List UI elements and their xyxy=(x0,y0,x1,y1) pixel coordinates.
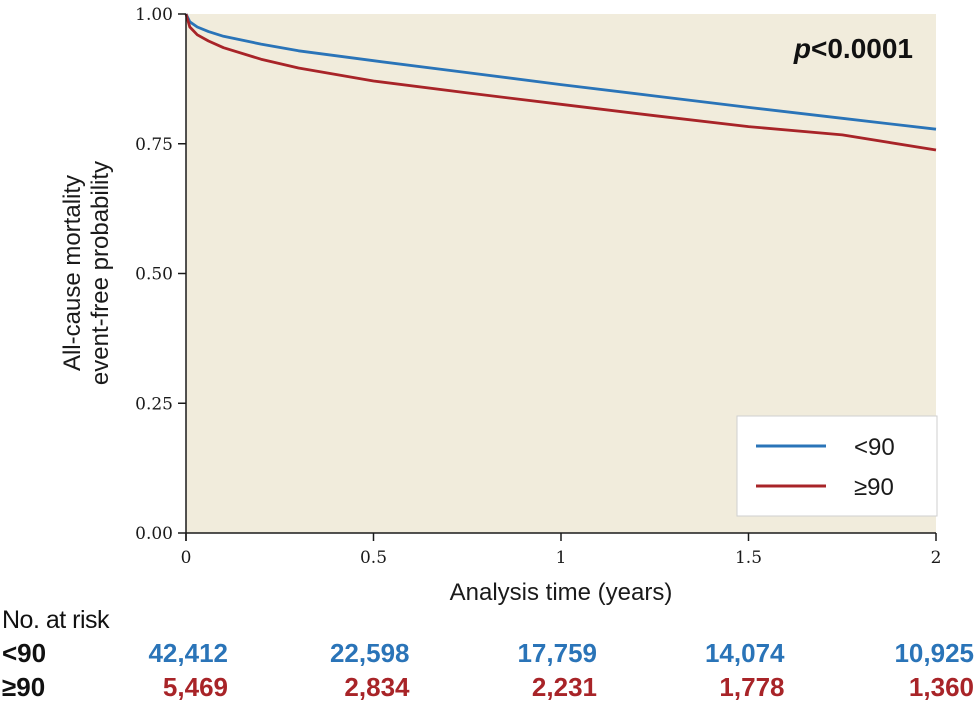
risk-values: 42,412 22,598 17,759 14,074 10,925 5,469 2,834… xyxy=(148,638,974,702)
y-tick-label: 1.00 xyxy=(135,5,173,25)
p-value-number: <0.0001 xyxy=(811,33,913,64)
y-tick-label: 0.25 xyxy=(135,394,173,414)
x-axis-title: Analysis time (years) xyxy=(450,579,673,606)
y-tick-label: 0.00 xyxy=(135,524,173,544)
risk-value-lt90: 10,925 xyxy=(894,638,974,668)
y-axis-title-line-2: event-free probability xyxy=(87,161,114,385)
y-tick-label: 0.75 xyxy=(135,135,173,155)
legend-label-lt90: <90 xyxy=(854,434,895,461)
legend-label-ge90: ≥90 xyxy=(854,474,894,501)
x-tick-label: 2 xyxy=(931,548,942,568)
risk-value-lt90: 22,598 xyxy=(330,638,410,668)
risk-row-label-ge90: ≥90 xyxy=(2,672,45,702)
risk-value-lt90: 17,759 xyxy=(517,638,597,668)
risk-row-label-lt90: <90 xyxy=(2,638,46,668)
legend: <90 ≥90 xyxy=(736,415,938,517)
risk-value-lt90: 42,412 xyxy=(148,638,228,668)
x-tick-label: 1.5 xyxy=(735,548,762,568)
p-value-annotation: p<0.0001 xyxy=(793,33,913,64)
risk-table-title: No. at risk xyxy=(2,606,110,634)
survival-curve-lt90 xyxy=(184,13,937,131)
risk-value-ge90: 2,231 xyxy=(532,672,597,702)
risk-value-ge90: 1,360 xyxy=(909,672,974,702)
y-tick-label: 0.50 xyxy=(135,265,173,285)
survival-curve-ge90 xyxy=(184,13,937,152)
y-axis-title: All-cause mortality event-free probabili… xyxy=(59,161,114,385)
risk-value-lt90: 14,074 xyxy=(705,638,785,668)
x-tick-label: 0 xyxy=(181,548,192,568)
x-tick-label: 0.5 xyxy=(360,548,387,568)
risk-value-ge90: 2,834 xyxy=(344,672,410,702)
axes xyxy=(178,13,937,541)
tick-labels: 0.00 0.25 0.50 0.75 1.00 0 0.5 1 1.5 2 xyxy=(135,5,941,568)
x-tick-label: 1 xyxy=(556,548,567,568)
risk-value-ge90: 1,778 xyxy=(719,672,784,702)
risk-table: No. at risk <90 ≥90 42,412 22,598 17,759 14… xyxy=(2,606,974,702)
y-axis-title-line-1: All-cause mortality xyxy=(59,175,86,371)
survival-curves xyxy=(184,13,937,152)
p-value-italic-p: p xyxy=(793,33,811,64)
risk-value-ge90: 5,469 xyxy=(163,672,228,702)
legend-box xyxy=(736,415,938,517)
